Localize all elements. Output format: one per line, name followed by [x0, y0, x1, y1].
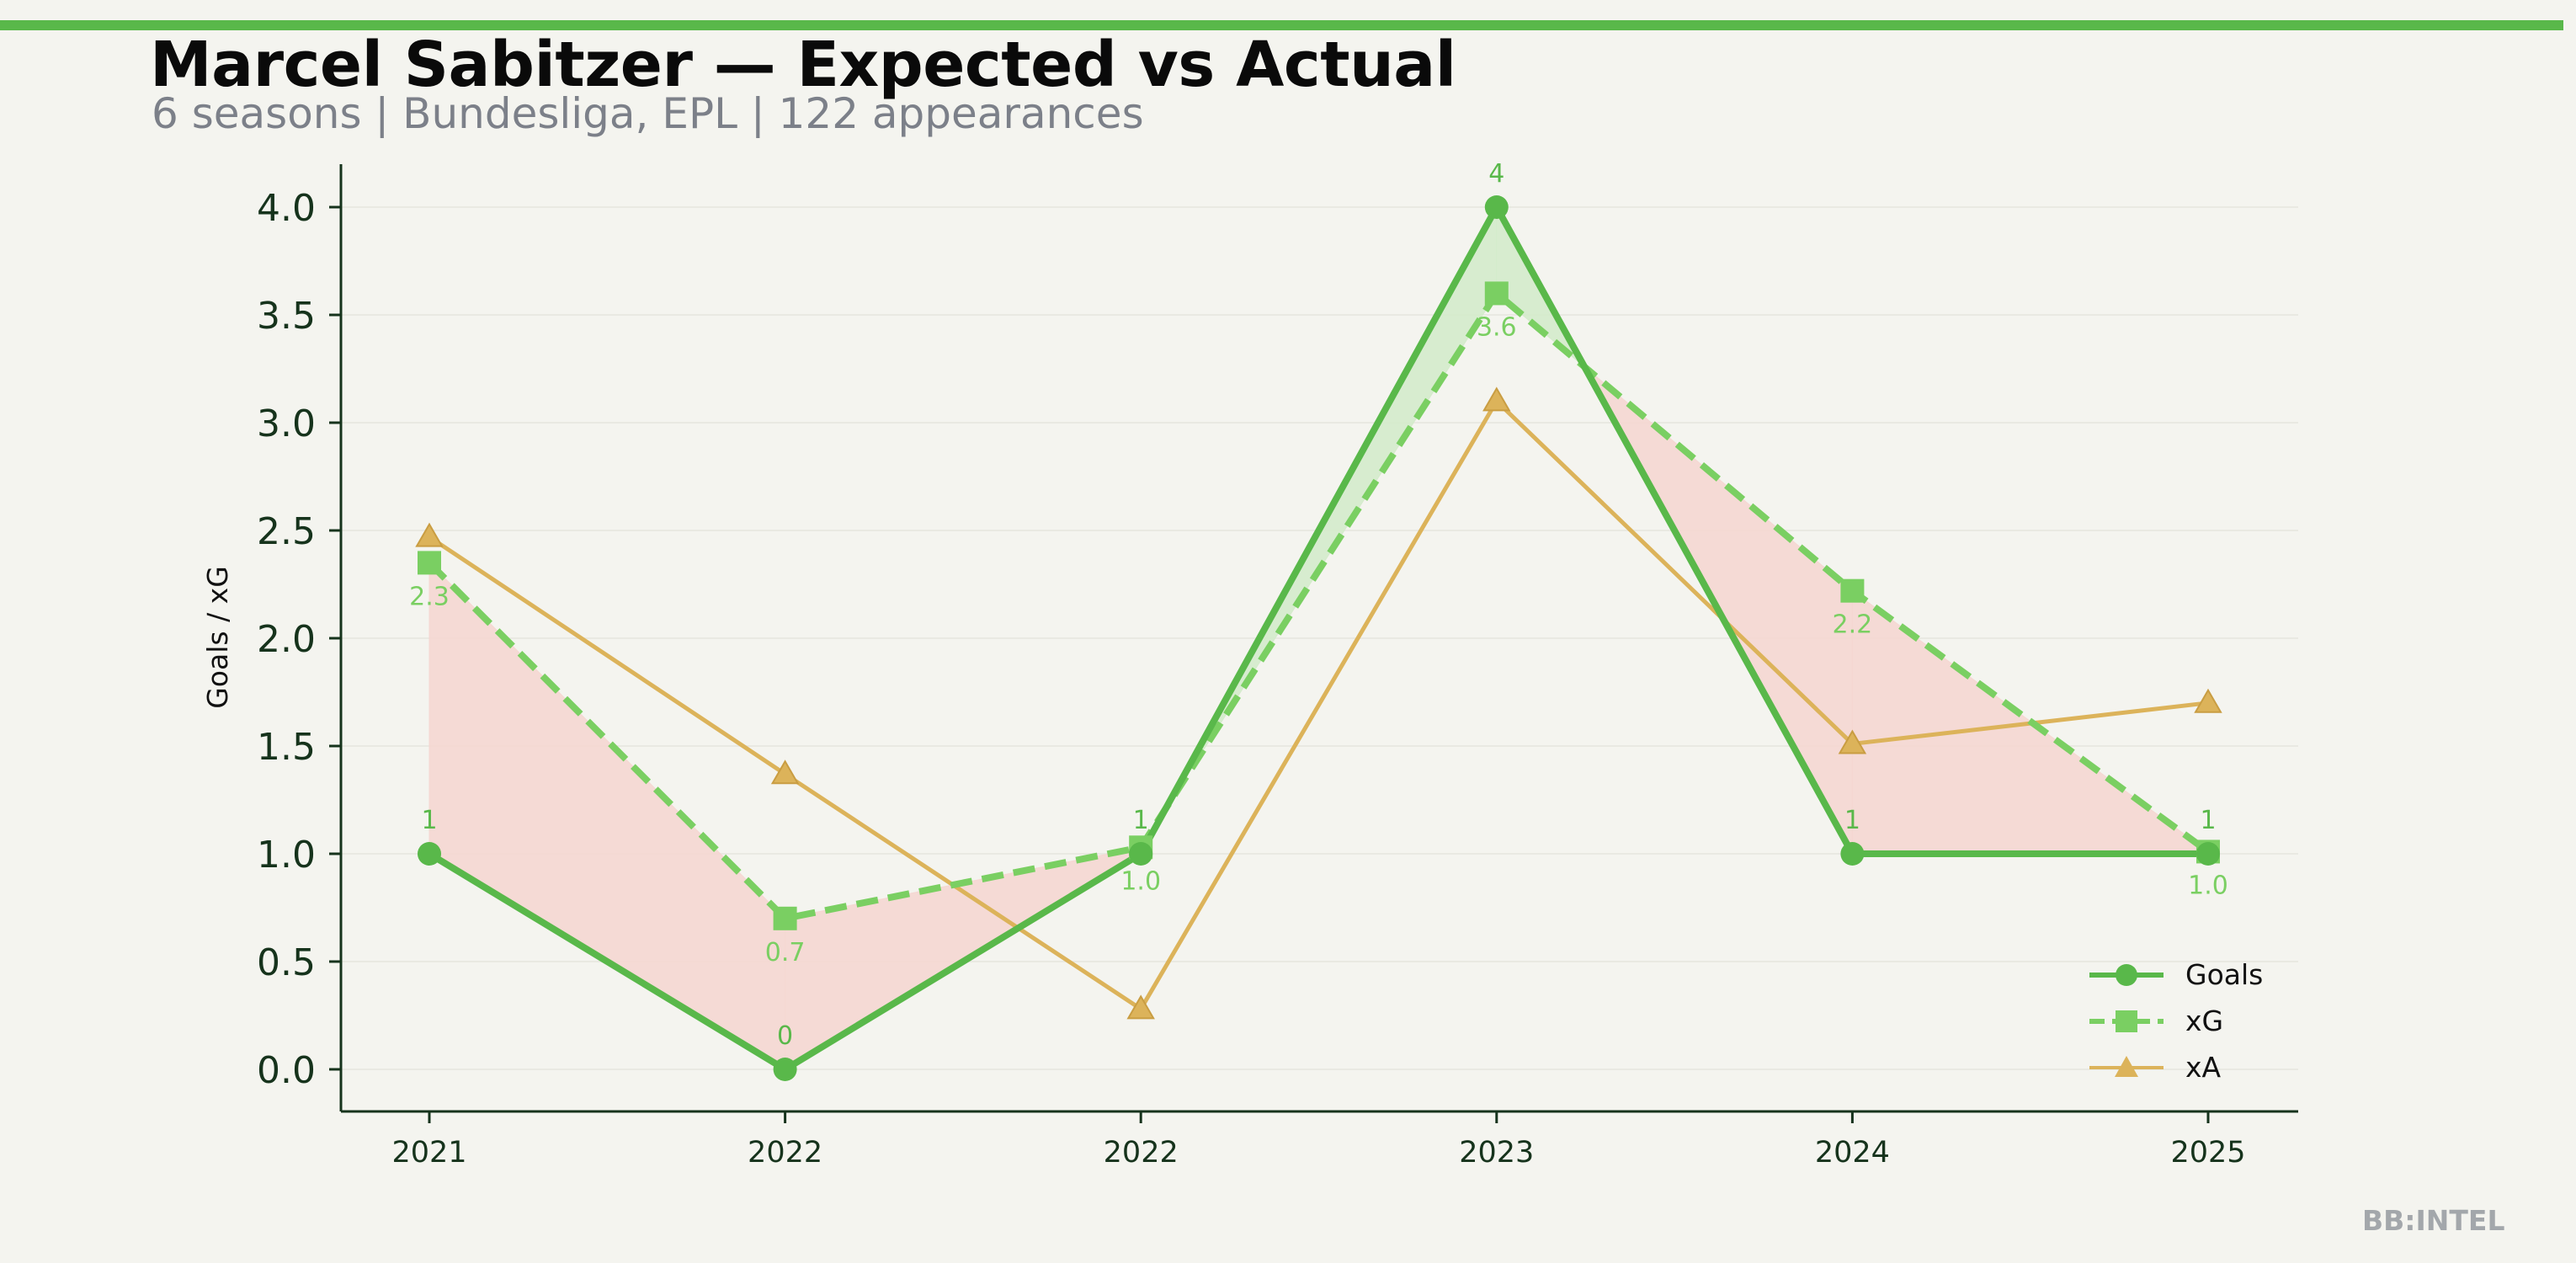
xg-line [427, 288, 2211, 923]
legend-item-xg: xG [2089, 998, 2263, 1044]
xa-point [1126, 994, 1155, 1020]
xa-point [2194, 688, 2222, 713]
x-tick-label: 2023 [1459, 1136, 1534, 1170]
y-tick-label: 0.0 [257, 1049, 316, 1092]
goals-point [418, 842, 441, 866]
xa-point [415, 522, 444, 547]
chart-subtitle: 6 seasons | Bundesliga, EPL | 122 appear… [152, 89, 1144, 138]
x-tick-label: 2024 [1815, 1136, 1890, 1170]
y-tick-label: 2.5 [257, 510, 316, 553]
xg-legend-swatch [2089, 1010, 2164, 1032]
goals-legend-swatch [2089, 963, 2164, 986]
goals-point [2196, 842, 2220, 866]
legend-label-xg: xG [2185, 1005, 2224, 1037]
xg-data-label: 0.7 [765, 938, 806, 967]
chart-title: Marcel Sabitzer — Expected vs Actual [150, 29, 1456, 101]
xg-point [1484, 281, 1509, 306]
goals-point [773, 1058, 797, 1081]
x-tick-label: 2022 [1104, 1136, 1179, 1170]
goals-data-label: 1 [2200, 806, 2216, 835]
xa-legend-swatch [2089, 1055, 2164, 1077]
xa-point [770, 759, 800, 785]
y-tick-label: 4.0 [257, 187, 316, 230]
x-tick-label: 2021 [391, 1136, 466, 1170]
chart-legend: Goals xG xA [2089, 951, 2263, 1090]
goals-data-label: 4 [1488, 159, 1504, 189]
xg-data-label: 3.6 [1477, 312, 1517, 342]
xg-data-label: 1.0 [2188, 871, 2228, 900]
y-axis-label: Goals / xG [201, 566, 234, 709]
y-tick-label: 1.5 [257, 726, 316, 769]
legend-label-xa: xA [2185, 1051, 2222, 1084]
x-tick-label: 2025 [2170, 1136, 2245, 1170]
brand-watermark: BB:INTEL [2362, 1204, 2505, 1237]
xg-point [773, 906, 797, 930]
y-tick-label: 0.5 [257, 941, 316, 984]
goals-point [1129, 842, 1153, 866]
y-tick-label: 3.0 [257, 402, 316, 445]
goals-point [1840, 842, 1865, 866]
xa-point [1482, 386, 1511, 412]
y-tick-label: 1.0 [257, 834, 316, 877]
y-tick-label: 2.0 [257, 618, 316, 661]
xa-point [1838, 729, 1867, 754]
x-tick-label: 2022 [748, 1136, 822, 1170]
goals-data-label: 1 [1133, 806, 1149, 835]
xg-point [1840, 578, 1865, 603]
goals-line [427, 200, 2208, 1074]
xg-data-label: 2.3 [409, 582, 450, 611]
xa-line [428, 397, 2209, 1012]
y-tick-label: 3.5 [257, 295, 316, 338]
goals-data-label: 0 [777, 1021, 793, 1051]
goals-point [1484, 195, 1509, 219]
legend-label-goals: Goals [2185, 958, 2264, 991]
legend-item-goals: Goals [2089, 951, 2263, 998]
goals-data-label: 1 [1844, 806, 1860, 835]
accent-bar [0, 20, 2563, 30]
legend-item-xa: xA [2089, 1044, 2263, 1090]
xg-data-label: 1.0 [1120, 866, 1161, 896]
goals-data-label: 1 [421, 806, 437, 835]
xg-point [418, 551, 441, 575]
xg-data-label: 2.2 [1833, 610, 1873, 640]
